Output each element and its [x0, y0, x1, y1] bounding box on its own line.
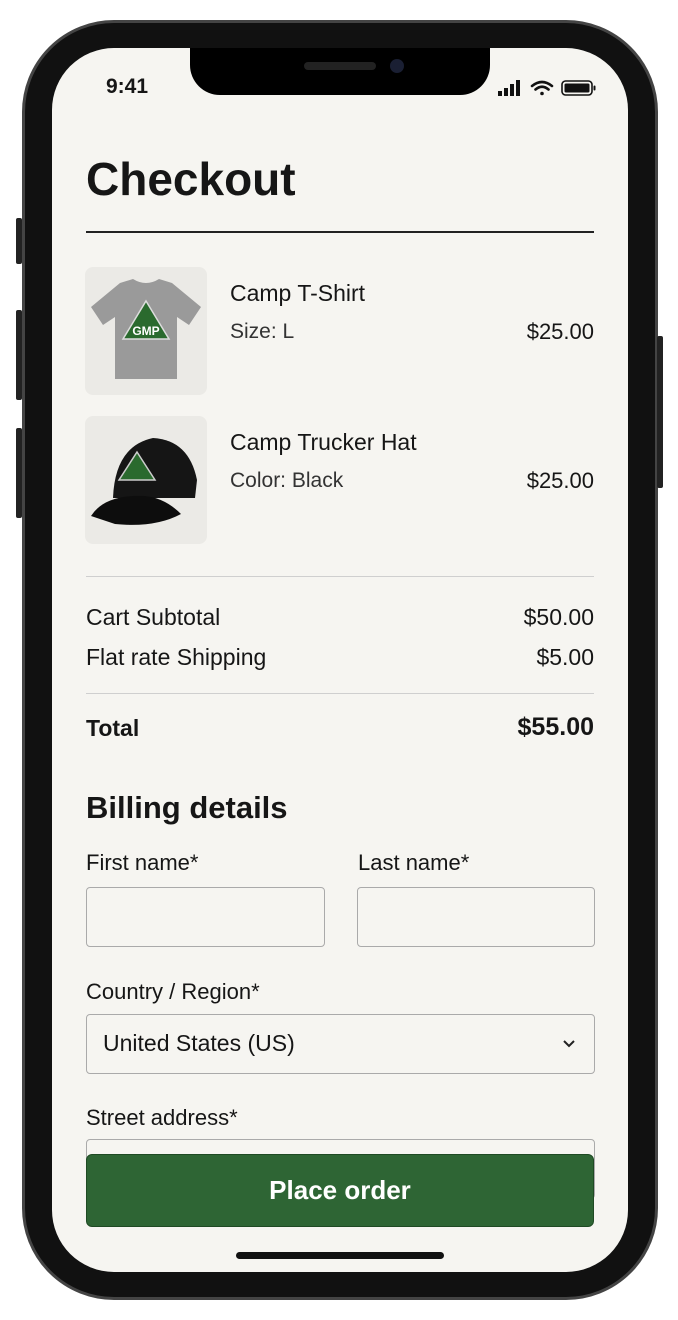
place-order-button[interactable]: Place order	[86, 1154, 594, 1227]
camera-icon	[390, 59, 404, 73]
product-price: $25.00	[526, 319, 594, 344]
street-label: Street address*	[86, 1105, 238, 1130]
battery-icon	[561, 80, 596, 96]
volume-up-button	[16, 310, 22, 400]
svg-text:GMP: GMP	[132, 324, 159, 338]
product-name: Camp T-Shirt	[230, 280, 366, 306]
screen: 9:41 Checkout GMP Camp T-Shirt Size: L $…	[52, 48, 628, 1272]
status-icons	[498, 80, 596, 96]
wifi-icon	[530, 80, 554, 96]
product-variant: Color: Black	[230, 469, 344, 492]
total-value: $55.00	[517, 713, 594, 741]
shipping-value: $5.00	[536, 644, 594, 670]
page-title: Checkout	[86, 153, 296, 205]
last-name-label: Last name*	[358, 850, 470, 875]
divider	[86, 576, 594, 577]
product-price: $25.00	[526, 468, 594, 493]
notch	[190, 48, 490, 95]
billing-title: Billing details	[86, 790, 288, 825]
first-name-input[interactable]	[86, 887, 325, 947]
signal-icon	[498, 80, 520, 96]
country-label: Country / Region*	[86, 979, 260, 1004]
first-name-label: First name*	[86, 850, 199, 875]
status-time: 9:41	[106, 75, 149, 98]
volume-down-button	[16, 428, 22, 518]
shipping-label: Flat rate Shipping	[86, 644, 267, 670]
last-name-input[interactable]	[357, 887, 595, 947]
divider	[86, 231, 594, 233]
country-value: United States (US)	[103, 1030, 295, 1056]
power-button	[657, 336, 663, 488]
product-name: Camp Trucker Hat	[230, 429, 417, 455]
subtotal-label: Cart Subtotal	[86, 604, 221, 630]
total-label: Total	[86, 715, 140, 741]
product-variant: Size: L	[230, 320, 295, 343]
product-image-hat	[85, 416, 207, 544]
subtotal-value: $50.00	[523, 604, 594, 630]
mute-switch	[16, 218, 22, 264]
chevron-down-icon	[563, 1040, 575, 1048]
country-select[interactable]: United States (US)	[86, 1014, 595, 1074]
divider	[86, 693, 594, 694]
home-indicator[interactable]	[236, 1252, 444, 1259]
product-image-tshirt: GMP	[85, 267, 207, 395]
